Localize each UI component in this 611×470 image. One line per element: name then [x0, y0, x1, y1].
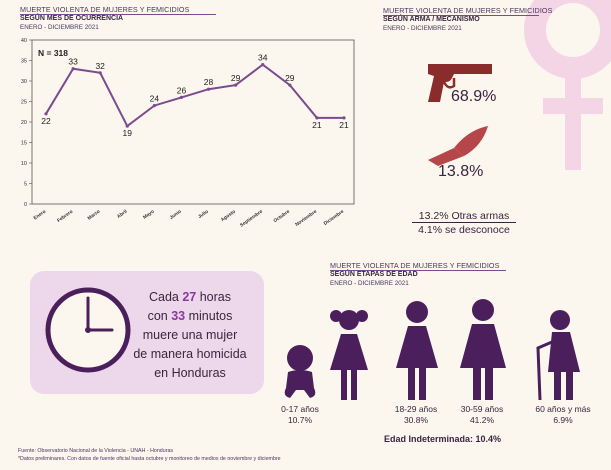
- age-group-30-59: 30-59 años 41.2%: [450, 404, 514, 426]
- x-tick-label: Febrero: [56, 209, 74, 224]
- x-tick-label: Septiembre: [239, 209, 264, 229]
- girl-figure-icon: [330, 310, 368, 400]
- elderly-woman-figure-icon: [536, 310, 580, 401]
- x-tick-label: Julio: [197, 209, 210, 220]
- month-section-rule: [20, 14, 216, 15]
- data-point: [206, 87, 211, 91]
- y-tick-label: 40: [21, 38, 27, 44]
- clock-line-2: con 33 minutos: [147, 309, 233, 323]
- age-label: 60 años y más: [535, 404, 591, 414]
- data-point: [342, 116, 346, 120]
- chart-frame: [31, 39, 355, 205]
- clock-statement: Cada 27 horas con 33 minutos muere una m…: [128, 288, 252, 383]
- age-group-60-plus: 60 años y más 6.9%: [526, 404, 600, 426]
- x-tick-label: Octubre: [272, 209, 291, 225]
- y-tick-label: 35: [21, 59, 27, 65]
- age-section-date: ENERO - DICIEMBRE 2021: [330, 280, 409, 287]
- y-tick-label: 10: [21, 161, 27, 167]
- x-tick-label: Marzo: [87, 209, 102, 222]
- footnote-text: *Datos preliminares. Con datos de fuente…: [18, 456, 281, 462]
- weapon-section-date: ENERO - DICIEMBRE 2021: [383, 25, 462, 32]
- age-pct: 41.2%: [469, 415, 495, 425]
- data-label: 24: [150, 94, 160, 104]
- data-label: 29: [285, 73, 295, 83]
- data-point: [98, 71, 102, 75]
- data-point: [125, 124, 129, 128]
- other-arms-text: 13.2% Otras armas: [418, 210, 510, 222]
- month-section-date: ENERO - DICIEMBRE 2021: [20, 24, 99, 31]
- knife-percentage: 13.8%: [438, 163, 484, 180]
- x-tick-label: Noviembre: [294, 209, 318, 228]
- clock-line-4: de manera homicida: [133, 347, 247, 361]
- data-point: [44, 112, 48, 116]
- clock-icon: [45, 287, 131, 373]
- age-pct: 30.8%: [403, 415, 429, 425]
- other-arms-divider: [412, 222, 516, 223]
- age-section-rule: [330, 270, 506, 271]
- weapon-section-subtitle: SEGÚN ARMA / MECANISMO: [383, 16, 480, 23]
- data-point: [152, 104, 156, 108]
- data-label: 28: [204, 77, 214, 87]
- y-tick-label: 5: [24, 182, 27, 188]
- data-point: [179, 95, 184, 99]
- data-label: 32: [95, 61, 105, 71]
- knife-icon: [428, 126, 488, 166]
- venus-symbol-decoration: [524, 0, 611, 170]
- clock-line-5: en Honduras: [154, 366, 226, 380]
- indeterminate-age: Edad Indeterminada: 10.4%: [384, 434, 502, 444]
- chart-annotation: N = 318: [38, 48, 68, 58]
- y-tick-label: 30: [21, 79, 27, 85]
- y-tick-label: 0: [24, 202, 27, 208]
- data-label: 33: [68, 57, 78, 67]
- month-section-subtitle: SEGÚN MES DE OCURRENCIA: [20, 15, 124, 22]
- source-text: Fuente: Observatorio Nacional de la Viol…: [18, 448, 174, 454]
- data-point: [71, 67, 75, 71]
- data-label: 22: [41, 116, 51, 126]
- minutes-value: 33: [171, 309, 186, 323]
- data-label: 26: [177, 85, 187, 95]
- weapon-section-title: MUERTE VIOLENTA DE MUJERES Y FEMICIDIOS: [383, 6, 553, 15]
- monthly-line-chart: 0 5 10 15 20 25 30 35 40 22 Enero 33 Febrero 32 Marzo 1…: [21, 38, 355, 229]
- age-group-0-17: 0-17 años 10.7%: [270, 404, 330, 426]
- y-tick-label: 25: [21, 100, 27, 106]
- data-label: 29: [231, 73, 241, 83]
- clock-line-3: muere una mujer: [142, 328, 238, 342]
- age-label: 0-17 años: [281, 404, 319, 414]
- data-label: 21: [339, 120, 349, 130]
- data-point: [234, 83, 238, 87]
- clock-line-1: Cada 27 horas: [148, 290, 231, 304]
- data-point: [261, 63, 265, 67]
- y-tick-label: 15: [21, 141, 27, 147]
- data-point: [315, 116, 319, 120]
- x-tick-label: Agosto: [220, 209, 237, 223]
- series-line: [45, 63, 344, 128]
- age-section-subtitle: SEGÚN ETAPAS DE EDAD: [330, 271, 418, 278]
- age-label: 30-59 años: [460, 404, 504, 414]
- x-tick-label: Junio: [169, 209, 183, 221]
- hours-value: 27: [182, 290, 197, 304]
- baby-figure-icon: [284, 345, 316, 398]
- data-label: 19: [123, 128, 133, 138]
- age-section-title: MUERTE VIOLENTA DE MUJERES Y FEMICIDIOS: [330, 261, 500, 270]
- weapon-section-rule: [383, 15, 539, 16]
- young-woman-figure-icon: [396, 301, 438, 400]
- x-tick-label: Enero: [33, 209, 48, 222]
- age-label: 18-29 años: [394, 404, 438, 414]
- gun-icon: [428, 64, 492, 102]
- x-tick-label: Diciembre: [323, 209, 346, 227]
- data-label: 21: [312, 120, 322, 130]
- y-tick-label: 20: [21, 120, 27, 126]
- gun-percentage: 68.9%: [451, 88, 497, 105]
- data-label: 34: [258, 53, 268, 63]
- x-tick-label: Abril: [116, 209, 128, 220]
- adult-woman-figure-icon: [460, 299, 506, 400]
- month-section-title: MUERTE VIOLENTA DE MUJERES Y FEMICIDIOS: [20, 5, 190, 14]
- age-pct: 6.9%: [553, 415, 573, 425]
- age-group-18-29: 18-29 años 30.8%: [384, 404, 448, 426]
- data-point: [288, 83, 292, 87]
- age-pct: 10.7%: [287, 415, 313, 425]
- x-tick-label: Mayo: [142, 209, 156, 221]
- unknown-text: 4.1% se desconoce: [418, 224, 510, 236]
